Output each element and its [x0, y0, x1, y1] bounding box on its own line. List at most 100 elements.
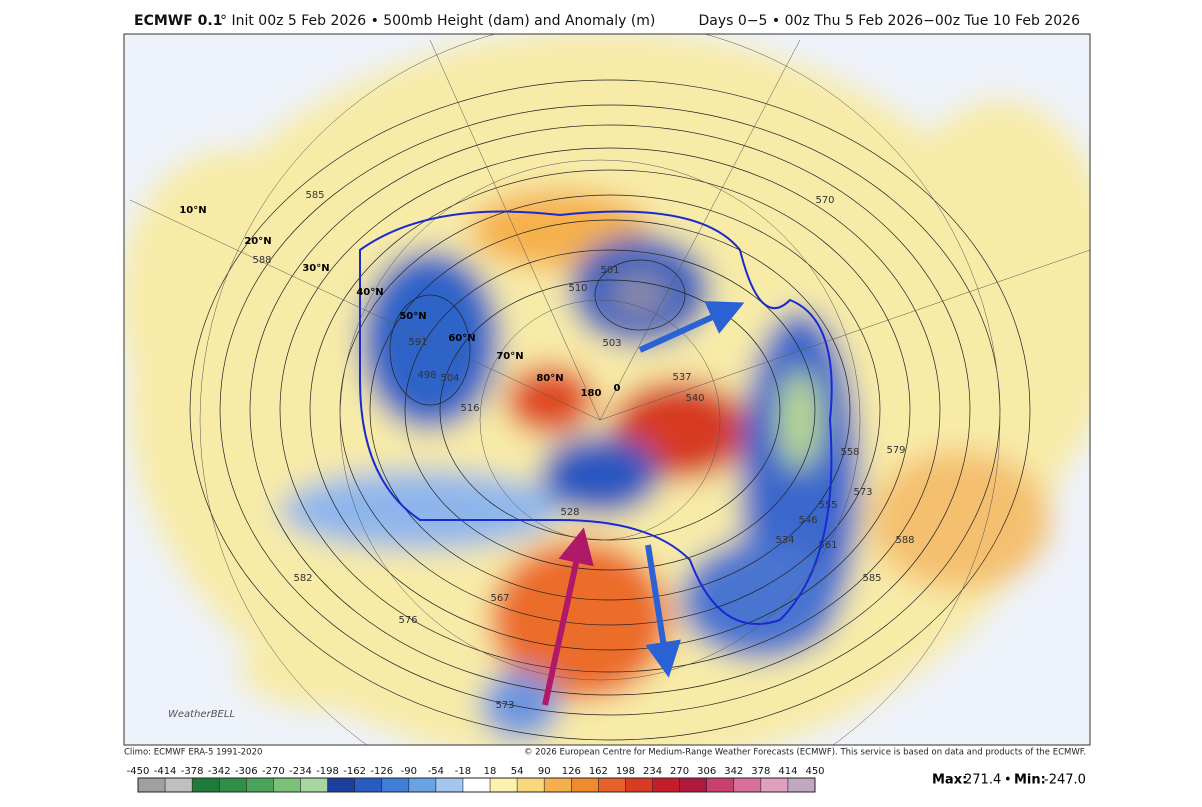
contour-label: 573 [853, 487, 872, 498]
contour-label: 570 [815, 195, 834, 206]
lat-label: 10°N [179, 205, 206, 216]
arrow [542, 527, 594, 706]
contour-label: 555 [818, 500, 837, 511]
colorbar: -450 -414 -378 -342 -306 -270 -234 -198 -162 -126… [127, 766, 825, 793]
color-segment [192, 778, 220, 792]
logo: WeatherBELL [168, 709, 235, 720]
lat-label: 30°N [302, 263, 329, 274]
lat-label: 70°N [496, 351, 523, 362]
lat-label: 0 [614, 383, 621, 394]
color-segment [652, 778, 680, 792]
contour-label: 567 [490, 593, 509, 604]
color-segment [544, 778, 572, 792]
min-label: Min: [1014, 773, 1046, 788]
map-frame [123, 33, 1091, 746]
color-segment [679, 778, 707, 792]
colorbar-label: -198 [316, 766, 339, 777]
colorbar-label: 378 [751, 766, 770, 777]
anomaly-field [124, 34, 1090, 745]
color-segment [598, 778, 626, 792]
contour-label: 528 [560, 507, 579, 518]
lat-label: 40°N [356, 287, 383, 298]
map-labels: 10°N 20°N 30°N 40°N 50°N 60°N 70°N 80°N 180 0 585 5… [179, 190, 914, 711]
colorbar-label: 414 [778, 766, 797, 777]
colorbar-label: -270 [262, 766, 285, 777]
color-segment [219, 778, 247, 792]
colorbar-label: 18 [484, 766, 497, 777]
contour-label: 504 [440, 373, 459, 384]
contour-label: 579 [886, 445, 905, 456]
color-segment [138, 778, 166, 792]
color-segment [354, 778, 383, 792]
color-segment [517, 778, 545, 792]
max-value: 271.4 [964, 773, 1001, 788]
colorbar-label: -342 [208, 766, 231, 777]
model-name: ECMWF 0.1 [134, 13, 222, 29]
colorbar-label: 450 [805, 766, 824, 777]
map-title: ° Init 00z 5 Feb 2026 • 500mb Height (da… [220, 13, 655, 29]
color-segment [787, 778, 816, 792]
color-segment [408, 778, 437, 792]
contour-label: 537 [672, 372, 691, 383]
map: 10°N 20°N 30°N 40°N 50°N 60°N 70°N 80°N 180 0 585 5… [124, 34, 1090, 745]
colorbar-label: 198 [616, 766, 635, 777]
colorbar-label: -162 [343, 766, 366, 777]
contour-label: 534 [775, 535, 794, 546]
contour-label: 501 [600, 265, 619, 276]
period: Days 0−5 • 00z Thu 5 Feb 2026−00z Tue 10… [698, 13, 1080, 29]
colorbar-label: 126 [562, 766, 581, 777]
lat-label: 50°N [399, 311, 426, 322]
contour-label: 503 [602, 338, 621, 349]
copyright: © 2026 European Centre for Medium-Range … [524, 748, 1086, 758]
separator: • [1004, 773, 1012, 788]
contour-label: 591 [408, 337, 427, 348]
color-segment [381, 778, 410, 792]
contour-label: 540 [685, 393, 704, 404]
contour-label: 588 [895, 535, 914, 546]
contour-label: 588 [252, 255, 271, 266]
colorbar-label: 234 [643, 766, 662, 777]
contour-label: 516 [460, 403, 479, 414]
lat-label: 60°N [448, 333, 475, 344]
contour-label: 498 [417, 370, 436, 381]
contour-label: 510 [568, 283, 587, 294]
colorbar-label: -378 [181, 766, 204, 777]
colorbar-label: -90 [401, 766, 417, 777]
color-segment [706, 778, 735, 792]
max-label: Max: [932, 773, 967, 788]
colorbar-label: -234 [289, 766, 312, 777]
colorbar-label: -306 [235, 766, 258, 777]
contour-label: 558 [840, 447, 859, 458]
color-segment [327, 778, 355, 792]
contour-label: 576 [398, 615, 417, 626]
contour-label: 546 [798, 515, 817, 526]
colorbar-label: 54 [511, 766, 524, 777]
lat-label: 80°N [536, 373, 563, 384]
contour-label: 573 [495, 700, 514, 711]
arrow [638, 301, 745, 353]
colorbar-label: -450 [127, 766, 150, 777]
color-segment [462, 778, 491, 792]
colorbar-label: 270 [670, 766, 689, 777]
color-segment [300, 778, 328, 792]
color-segment [625, 778, 653, 792]
color-segment [165, 778, 193, 792]
color-segment [571, 778, 599, 792]
color-segment [246, 778, 274, 792]
colorbar-label: 162 [589, 766, 608, 777]
colorbar-label: -54 [428, 766, 444, 777]
color-segment [760, 778, 789, 792]
arrow [645, 544, 681, 678]
contour-label: 585 [862, 573, 881, 584]
colorbar-label: -126 [370, 766, 393, 777]
colorbar-label: -18 [455, 766, 471, 777]
graticule [129, 34, 1090, 745]
min-value: -247.0 [1044, 773, 1086, 788]
lat-label: 180 [581, 388, 602, 399]
contour-label: 582 [293, 573, 312, 584]
lat-label: 20°N [244, 236, 271, 247]
colorbar-label: -414 [154, 766, 177, 777]
contour-label: 561 [818, 540, 837, 551]
color-segment [273, 778, 301, 792]
